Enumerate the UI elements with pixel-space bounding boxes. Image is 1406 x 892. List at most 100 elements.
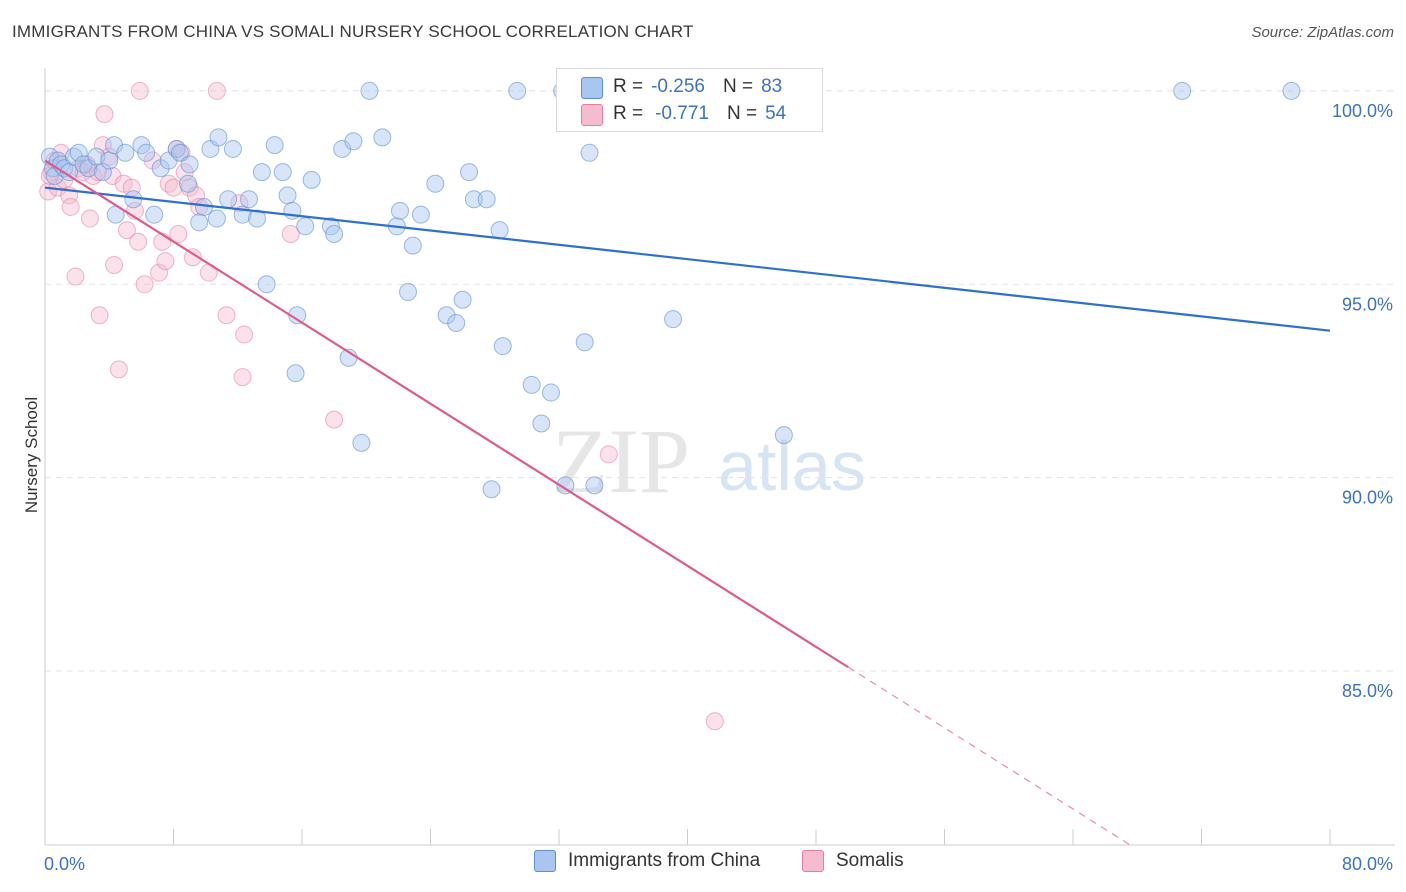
somali-point xyxy=(230,194,249,213)
somali-point xyxy=(80,209,99,228)
legend-item-somalis[interactable]: Somalis xyxy=(802,850,904,872)
china-point xyxy=(69,143,88,162)
china-point xyxy=(248,209,267,228)
china-point xyxy=(286,364,305,383)
watermark-atlas: atlas xyxy=(718,427,866,505)
china-point xyxy=(170,143,189,162)
china-point xyxy=(580,143,599,162)
china-n-value: 83 xyxy=(761,76,783,97)
china-point xyxy=(477,190,496,209)
somali-point xyxy=(190,197,209,216)
china-point xyxy=(180,155,199,174)
somali-point xyxy=(66,267,85,286)
tick-labels: 85.0% 90.0% 95.0% 100.0% 0.0% 80.0% xyxy=(44,101,1393,874)
somali-n-value: 54 xyxy=(765,103,787,124)
chart-title: IMMIGRANTS FROM CHINA VS SOMALI NURSERY … xyxy=(12,22,694,41)
somali-point xyxy=(183,248,202,267)
china-point xyxy=(145,205,164,224)
china-point xyxy=(1282,81,1301,100)
china-point xyxy=(403,236,422,255)
china-r-label: R = xyxy=(613,76,644,97)
axes xyxy=(44,68,1395,846)
china-point xyxy=(508,81,527,100)
china-point xyxy=(257,275,276,294)
china-point xyxy=(344,132,363,151)
china-point xyxy=(575,333,594,352)
somali-point xyxy=(117,221,136,240)
china-point xyxy=(1173,81,1192,100)
china-point xyxy=(223,139,242,158)
somali-point xyxy=(164,178,183,197)
somali-point xyxy=(325,410,344,429)
somali-point xyxy=(122,178,141,197)
china-point xyxy=(278,186,297,205)
y-tick-label: 95.0% xyxy=(1342,294,1393,314)
somali-point xyxy=(129,232,148,251)
china-point xyxy=(522,375,541,394)
china-point xyxy=(453,290,472,309)
china-point xyxy=(585,476,604,495)
china-point xyxy=(532,414,551,433)
somali-point xyxy=(130,81,149,100)
somali-trend-extension xyxy=(847,666,1131,846)
china-point xyxy=(116,143,135,162)
legend-china-label: Immigrants from China xyxy=(568,850,761,871)
china-point xyxy=(664,310,683,329)
y-tick-label: 90.0% xyxy=(1342,488,1393,508)
legend-item-china[interactable]: Immigrants from China xyxy=(534,850,760,872)
china-point xyxy=(493,337,512,356)
somali-point xyxy=(109,360,128,379)
watermark-zip: ZIP xyxy=(552,410,690,512)
china-point xyxy=(190,213,209,232)
china-point xyxy=(352,433,371,452)
china-trend-line xyxy=(44,186,1331,332)
stats-legend: R = -0.256 N = 83 R = -0.771 N = 54 xyxy=(556,68,823,132)
somali-point xyxy=(150,263,169,282)
somali-point xyxy=(61,197,80,216)
china-point xyxy=(207,209,226,228)
somali-swatch xyxy=(581,104,603,126)
somali-point xyxy=(233,368,252,387)
somali-point xyxy=(169,225,188,244)
somali-n-label: N = xyxy=(726,103,758,124)
china-point xyxy=(556,476,575,495)
legend-somali-label: Somalis xyxy=(836,850,904,871)
somali-r-label: R = xyxy=(613,103,644,124)
legend-somali-swatch xyxy=(802,850,824,872)
somali-point xyxy=(39,182,58,201)
china-point xyxy=(399,283,418,302)
china-stats-row: R = -0.256 N = 83 xyxy=(613,75,782,99)
china-point xyxy=(541,383,560,402)
china-point xyxy=(411,205,430,224)
china-point xyxy=(325,225,344,244)
source-label: Source: ZipAtlas.com xyxy=(1251,24,1394,41)
somali-point xyxy=(105,255,124,274)
somali-point xyxy=(90,306,109,325)
trend-lines xyxy=(44,159,1331,846)
china-point xyxy=(437,306,456,325)
somali-point xyxy=(217,306,236,325)
china-point xyxy=(93,163,112,182)
china-r-value: -0.256 xyxy=(651,76,705,97)
china-point xyxy=(390,201,409,220)
somali-point xyxy=(599,445,618,464)
china-point xyxy=(360,81,379,100)
china-point xyxy=(219,190,238,209)
china-point xyxy=(296,217,315,236)
china-point xyxy=(302,170,321,189)
china-n-label: N = xyxy=(722,76,754,97)
x-tick-label: 0.0% xyxy=(44,854,85,874)
china-point xyxy=(100,151,119,170)
china-point xyxy=(273,163,292,182)
china-point xyxy=(490,221,509,240)
somali-point xyxy=(281,225,300,244)
legend-china-swatch xyxy=(534,850,556,872)
china-point xyxy=(426,174,445,193)
china-point xyxy=(178,174,197,193)
watermark: ZIP atlas xyxy=(552,410,866,512)
y-tick-label: 100.0% xyxy=(1332,101,1393,121)
y-tick-label: 85.0% xyxy=(1342,681,1393,701)
somali-point xyxy=(235,325,254,344)
somali-trend-line xyxy=(44,159,849,669)
